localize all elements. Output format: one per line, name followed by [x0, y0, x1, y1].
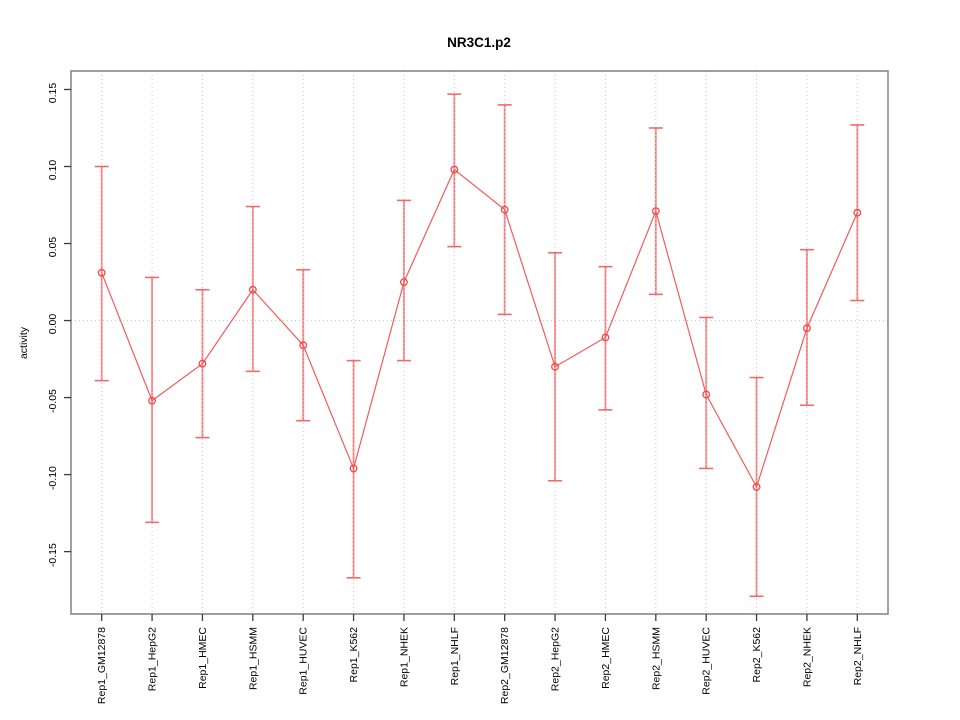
y-tick-label: -0.10	[47, 466, 59, 490]
data-point-marker	[299, 341, 308, 350]
error-bar	[598, 265, 613, 411]
y-axis-label: activity	[18, 326, 30, 359]
x-category-label: Rep1_NHLF	[449, 627, 461, 685]
data-point-marker	[702, 390, 711, 399]
x-category-label: Rep2_GM12878	[499, 627, 511, 704]
gridlines	[71, 71, 888, 614]
data-point-marker	[651, 207, 660, 216]
chart-title: NR3C1.p2	[447, 35, 511, 50]
data-point-marker	[802, 324, 811, 333]
axes: -0.15 -0.10 -0.05 0.00 0.05 0.10 0.15 Rep1_GM12…	[47, 70, 889, 704]
x-category-label: Rep2_HMEC	[600, 627, 612, 689]
x-category-label: Rep1_HMEC	[197, 627, 209, 689]
data-point-marker	[551, 362, 560, 371]
series-line	[101, 168, 858, 489]
x-category-label: Rep2_HUVEC	[701, 627, 713, 695]
data-point-marker	[399, 278, 408, 286]
plot-border	[70, 70, 889, 615]
data-point-marker	[248, 285, 257, 294]
y-tick-label: 0.15	[47, 83, 59, 104]
y-tick-label: 0.00	[47, 314, 59, 335]
y-tick-label: -0.15	[47, 543, 59, 567]
x-category-label: Rep2_NHEK	[801, 627, 813, 687]
data-point-marker	[148, 396, 157, 405]
x-category-label: Rep1_HSMM	[247, 627, 259, 690]
x-category-label: Rep1_NHEK	[398, 627, 410, 687]
x-category-label: Rep2_NHLF	[852, 627, 864, 685]
x-category-label: Rep1_HUVEC	[298, 627, 310, 695]
x-category-label: Rep2_HSMM	[650, 627, 662, 690]
x-category-label: Rep2_K562	[751, 627, 763, 683]
x-category-label: Rep1_GM12878	[96, 627, 108, 704]
data-point-marker	[349, 464, 358, 473]
data-point-marker	[752, 482, 761, 491]
x-category-label: Rep1_HepG2	[147, 627, 159, 691]
data-series	[94, 93, 865, 598]
data-point-marker	[97, 268, 106, 277]
y-tick-label: 0.10	[47, 160, 59, 181]
y-tick-label: -0.05	[47, 389, 59, 413]
x-category-label: Rep2_HepG2	[550, 627, 562, 691]
error-bar	[396, 199, 411, 362]
data-point-marker	[450, 165, 459, 174]
y-tick-label: 0.05	[47, 237, 59, 258]
x-category-label: Rep1_K562	[348, 627, 360, 683]
data-point-marker	[500, 205, 509, 214]
data-point-marker	[853, 208, 862, 217]
data-point-marker	[198, 359, 207, 368]
data-point-marker	[601, 333, 610, 342]
